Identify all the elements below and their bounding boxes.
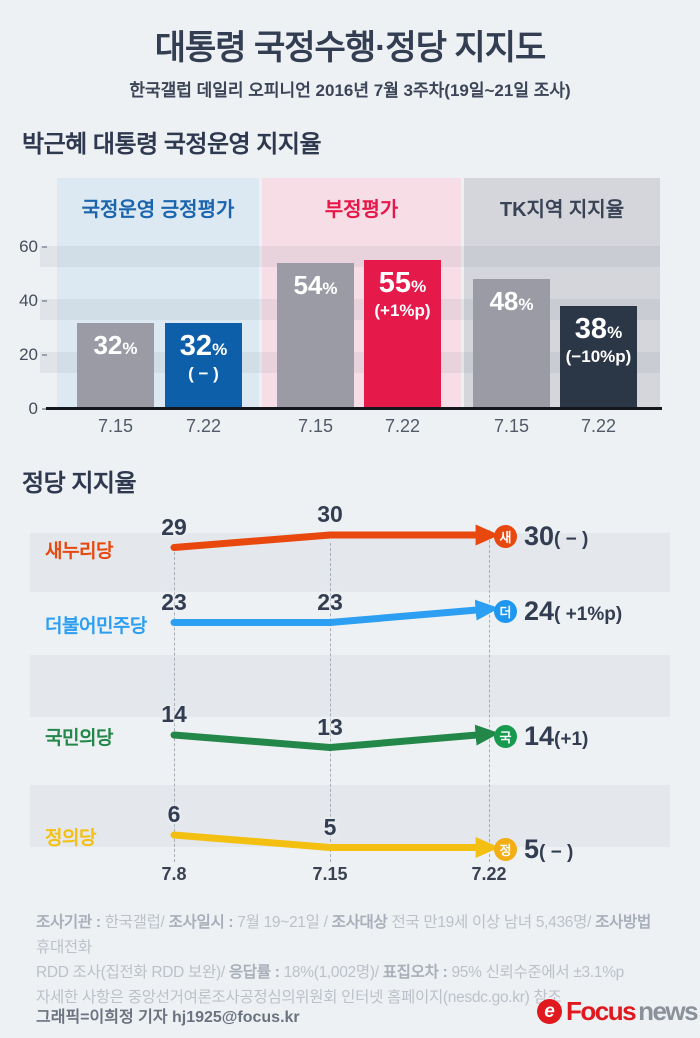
approval-section-heading: 박근혜 대통령 국정운영 지지율 (22, 131, 322, 158)
focusnews-logo-word-red: Focus (566, 996, 637, 1026)
bar-date-label: 7.22 (580, 416, 617, 436)
focusnews-logo-word-gray: news (638, 996, 699, 1026)
party-name-label: 국민의당 (45, 728, 113, 749)
x-axis-line (46, 407, 662, 410)
point-value-label: 13 (317, 713, 343, 740)
approval-bar: 32% (77, 323, 154, 409)
page-title: 대통령 국정수행·정당 지지도 (154, 29, 547, 67)
party-badge: 국 (494, 725, 517, 748)
party-final-group: 정 5( − ) (494, 834, 573, 865)
focusnews-logo-icon: e (537, 999, 562, 1024)
party-final-group: 새 30( − ) (494, 521, 588, 552)
bar-value-label: 54% (293, 270, 338, 300)
bar-delta-label: (−10%p) (565, 347, 632, 366)
graphic-credit: 그래픽=이희정 기자 hj1925@focus.kr (36, 1009, 300, 1026)
party-badge: 정 (494, 837, 517, 861)
party-name-label: 새누리당 (45, 540, 113, 562)
point-value-label: 14 (161, 701, 187, 727)
bar-value-label: 32% (93, 330, 138, 360)
party-final-delta: ( − ) (554, 529, 589, 550)
party-badge: 더 (494, 600, 517, 623)
party-badge: 새 (494, 525, 517, 548)
party-final-value: 24 (524, 596, 555, 626)
party-final-delta: ( +1%p) (554, 604, 623, 625)
point-value-label: 29 (161, 513, 187, 540)
approval-panel-title: 국정운영 긍정평가 (81, 199, 235, 221)
point-value-label: 23 (317, 588, 343, 615)
bar-date-label: 7.22 (384, 416, 421, 436)
party-final-group: 국 14(+1) (494, 721, 588, 752)
party-final-delta: (+1) (554, 729, 589, 750)
row-band (30, 785, 670, 847)
bar-value-label: 48% (489, 286, 534, 316)
bar-value-label: 32%( − ) (165, 323, 242, 384)
y-axis-tick (42, 354, 47, 356)
approval-bar: 32%( − ) (165, 323, 242, 409)
party-final-value: 5 (524, 833, 540, 864)
survey-info-line: RDD 조사(집전화 RDD 보완)/ 응답률 : 18%(1,002명)/ 표… (36, 964, 624, 981)
y-axis-tick (42, 408, 47, 410)
bar-value-label: 55% (+1%p) (364, 260, 441, 321)
bar-value-label: 38% (−10%p) (560, 306, 637, 367)
guide-dashed-line (330, 543, 331, 862)
row-band (30, 655, 670, 717)
bar-date-label: 7.15 (97, 416, 134, 436)
survey-methodology-note: 조사기관 : 한국갤럽/ 조사일시 : 7월 19~21일 / 조사대상 전국 … (36, 910, 666, 1010)
party-final-delta: ( − ) (539, 841, 574, 863)
party-final-value: 14 (524, 721, 555, 751)
approval-panel-title: TK지역 지지율 (499, 199, 625, 221)
bar-delta-label: ( − ) (188, 364, 219, 383)
bar-date-label: 7.15 (493, 416, 530, 436)
approval-bar: 54% (277, 263, 354, 409)
bar-date-label: 7.22 (185, 416, 222, 436)
focusnews-logo: e Focus news (537, 996, 699, 1027)
y-axis-tick (42, 246, 47, 248)
approval-bar: 48% (473, 279, 550, 409)
approval-bar: 55% (+1%p) (364, 260, 441, 409)
bar-delta-label: (+1%p) (374, 301, 431, 320)
point-value-label: 30 (317, 501, 343, 527)
x-axis-label: 7.15 (312, 864, 348, 884)
point-value-label: 6 (167, 801, 181, 827)
point-value-label: 5 (323, 813, 337, 840)
guide-dashed-line (174, 552, 175, 862)
party-section-heading: 정당 지지율 (22, 470, 137, 497)
y-axis-label: 40 (19, 291, 38, 310)
grid-stripe (40, 246, 660, 267)
bar-date-label: 7.15 (297, 416, 334, 436)
party-final-value: 30 (524, 521, 555, 551)
y-axis-label: 20 (19, 345, 38, 364)
party-name-label: 정의당 (45, 828, 96, 849)
page-subtitle: 한국갤럽 데일리 오피니언 2016년 7월 3주차(19일~21일 조사) (129, 81, 571, 100)
y-axis-label: 0 (28, 399, 38, 418)
y-axis-label: 60 (19, 237, 38, 256)
guide-dashed-line (489, 530, 490, 862)
point-value-label: 23 (161, 588, 187, 615)
survey-info-line: 자세한 사항은 중앙선거여론조사공정심의위원회 인터넷 홈페이지(nesdc.g… (36, 989, 562, 1006)
party-name-label: 더불어민주당 (45, 615, 147, 637)
survey-info-line: 조사기관 : 한국갤럽/ 조사일시 : 7월 19~21일 / 조사대상 전국 … (36, 914, 651, 956)
approval-panel-title: 부정평가 (324, 199, 399, 221)
party-final-group: 더 24( +1%p) (494, 596, 622, 627)
x-axis-label: 7.22 (471, 864, 507, 884)
approval-bar: 38% (−10%p) (560, 306, 637, 409)
x-axis-label: 7.8 (161, 864, 187, 884)
y-axis-tick (42, 300, 47, 302)
